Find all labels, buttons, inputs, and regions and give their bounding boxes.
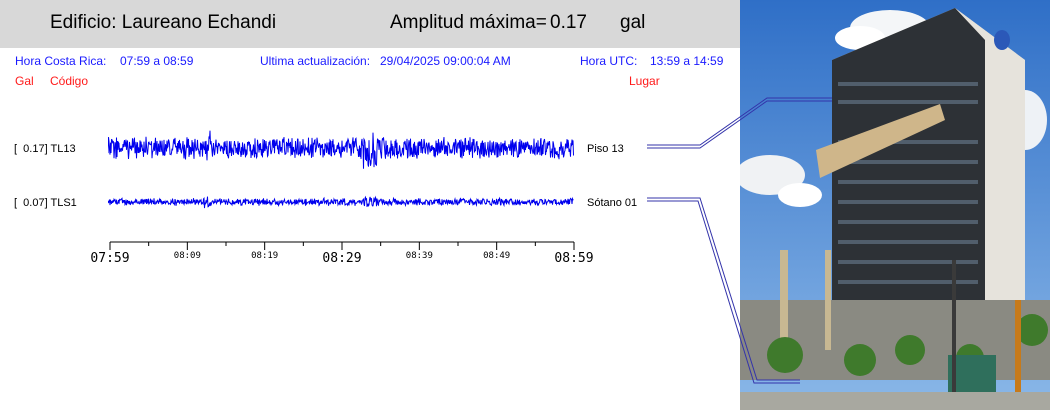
seismogram-trace-tl13 — [108, 130, 574, 169]
sensor-connector-lines — [647, 97, 832, 384]
header-bar: Edificio: Laureano Echandi Amplitud máxi… — [0, 0, 740, 48]
cr-time-label: Hora Costa Rica: — [15, 54, 107, 68]
axis-tick-label: 08:39 — [406, 251, 433, 261]
axis-tick-label: 07:59 — [90, 251, 129, 266]
building-photo — [740, 0, 1050, 410]
seismogram-trace-tls1 — [108, 195, 574, 209]
axis-tick-label: 08:59 — [554, 251, 593, 266]
utc-range: 13:59 a 14:59 — [650, 54, 724, 68]
time-axis: 07:59 08:09 08:19 08:29 08:39 08:49 08:59 — [90, 241, 594, 266]
amplitude-label: Amplitud máxima= — [390, 12, 547, 33]
utc-label: Hora UTC: — [580, 54, 638, 68]
axis-tick-label: 08:19 — [251, 251, 278, 261]
station-tls1-amplitude: [ 0.07] TLS1 — [14, 197, 77, 209]
gal-column-heading: Gal — [15, 74, 34, 88]
building-name: Edificio: Laureano Echandi — [50, 12, 277, 33]
code-column-heading: Código — [50, 74, 89, 88]
station-tl13-amplitude: [ 0.17] TL13 — [14, 143, 76, 155]
axis-tick-label: 08:29 — [322, 251, 361, 266]
place-column-heading: Lugar — [629, 74, 660, 88]
amplitude-unit: gal — [620, 12, 646, 33]
station-tl13-location: Piso 13 — [587, 143, 624, 155]
amplitude-value: 0.17 — [550, 12, 587, 33]
cr-time-range: 07:59 a 08:59 — [120, 54, 194, 68]
axis-tick-label: 08:49 — [483, 251, 510, 261]
update-value: 29/04/2025 09:00:04 AM — [380, 54, 511, 68]
axis-tick-label: 08:09 — [174, 251, 201, 261]
update-label: Ultima actualización: — [260, 54, 371, 68]
station-tls1-location: Sótano 01 — [587, 197, 638, 209]
